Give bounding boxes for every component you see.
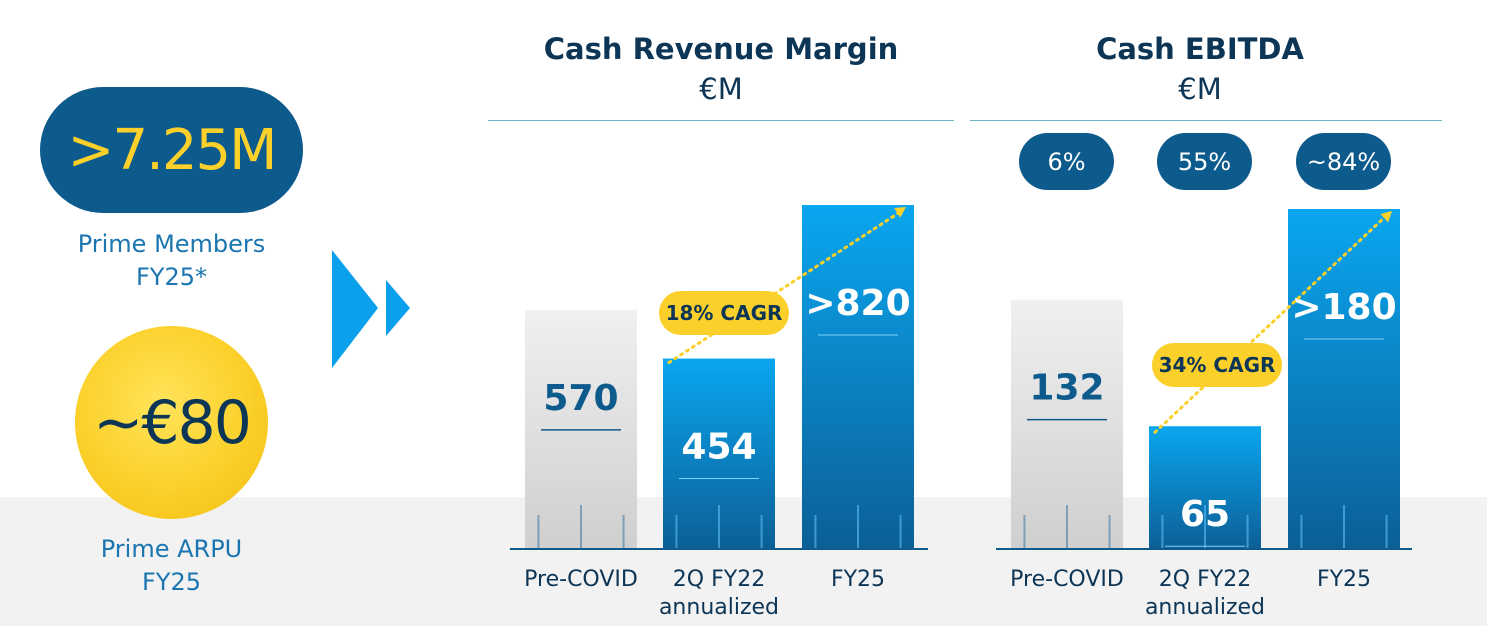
chart1-cagr-line xyxy=(667,210,902,365)
chart1-title-rule xyxy=(488,120,954,121)
prime-members-label-line1: Prime Members xyxy=(77,230,266,258)
chart2-bar-2 xyxy=(1288,209,1400,549)
prime-arpu-label: Prime ARPU FY25 xyxy=(60,533,283,599)
chart2-cagr-arrowhead xyxy=(1380,211,1392,223)
chart1-category-label-0: Pre-COVID xyxy=(524,567,638,592)
double-chevron-icon xyxy=(332,250,410,368)
chart2-value-label-1: 65 xyxy=(1180,494,1230,535)
chart2-title: Cash EBITDA xyxy=(1096,32,1304,66)
chart2-category-label-1: 2Q FY22 annualized xyxy=(1144,567,1266,620)
chart1-cagr-arrowhead xyxy=(894,207,906,218)
chart1-title: Cash Revenue Margin xyxy=(543,32,899,66)
chart2-value-label-2: >180 xyxy=(1291,287,1396,328)
margin-pill-precovid: 6% xyxy=(1019,133,1114,190)
margin-pill-2qfy22: 55% xyxy=(1157,133,1252,190)
chart2-value-label-0: 132 xyxy=(1029,368,1104,409)
prime-arpu-value: ~€80 xyxy=(75,326,268,519)
chart2-category-label-0: Pre-COVID xyxy=(1010,567,1124,592)
chart1-category-label-1: 2Q FY22 annualized xyxy=(658,567,780,620)
chart1-category-label-2: FY25 xyxy=(830,567,886,592)
chart2-unit: €M xyxy=(1178,72,1222,106)
chart1-value-label-2: >820 xyxy=(805,283,910,324)
prime-arpu-label-line2: FY25 xyxy=(141,568,201,596)
prime-arpu-label-line1: Prime ARPU xyxy=(100,535,243,563)
chart1-cagr-pill: 18% CAGR xyxy=(659,291,789,335)
chart2-cagr-pill: 34% CAGR xyxy=(1152,343,1282,387)
chart1-value-label-1: 454 xyxy=(681,427,756,468)
margin-pill-fy25: ~84% xyxy=(1296,133,1391,190)
chart2-category-label-2: FY25 xyxy=(1316,567,1372,592)
chart1-unit: €M xyxy=(699,72,743,106)
prime-members-label-line2: FY25* xyxy=(135,263,207,291)
chart1-value-label-0: 570 xyxy=(543,378,618,419)
prime-members-value: >7.25M xyxy=(40,87,303,213)
prime-members-label: Prime Members FY25* xyxy=(40,228,303,294)
chart2-title-rule xyxy=(970,120,1442,121)
chart1-bar-2 xyxy=(802,205,914,549)
